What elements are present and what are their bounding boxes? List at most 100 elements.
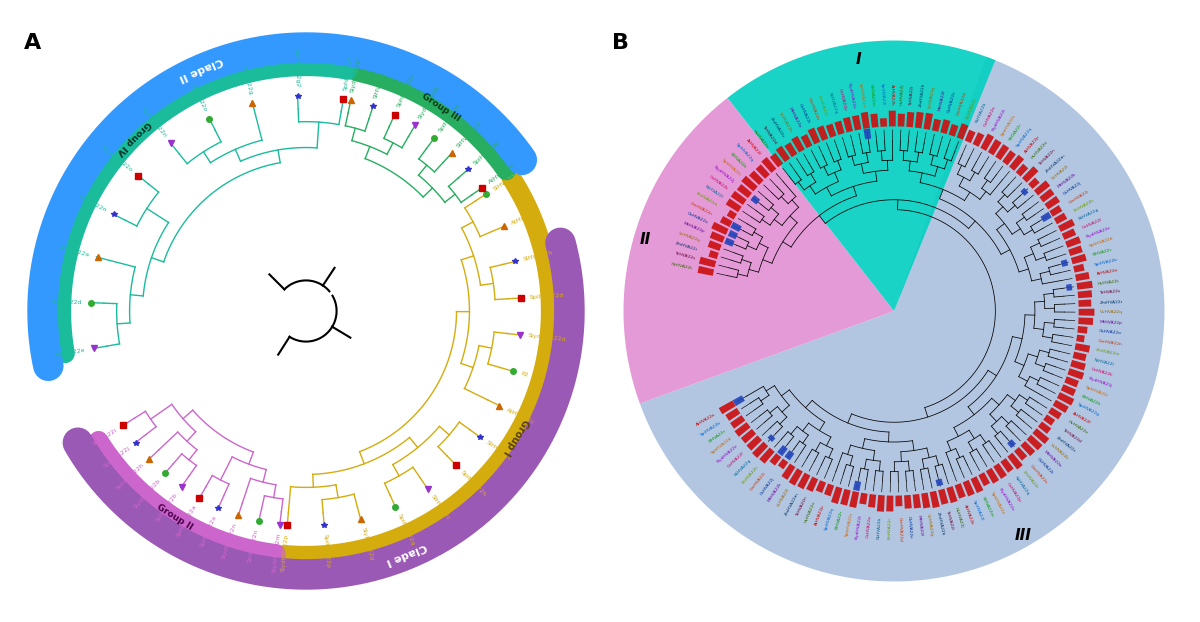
Text: MtHVA22f: MtHVA22f bbox=[938, 89, 947, 111]
Polygon shape bbox=[1014, 447, 1027, 461]
Text: AtHVA22h: AtHVA22h bbox=[510, 208, 541, 225]
Text: SlHVA22h: SlHVA22h bbox=[1080, 394, 1102, 407]
Text: VvHVA22q: VvHVA22q bbox=[678, 231, 701, 243]
Text: SpiHVA22n: SpiHVA22n bbox=[247, 529, 259, 563]
Text: SpiHVA22g: SpiHVA22g bbox=[396, 513, 415, 547]
Polygon shape bbox=[988, 139, 1002, 156]
Text: SphHVA22n: SphHVA22n bbox=[140, 107, 168, 139]
Text: NtHVA22b: NtHVA22b bbox=[974, 101, 986, 123]
Text: SlydHVA22e: SlydHVA22e bbox=[716, 443, 739, 464]
Text: SlHVA22r: SlHVA22r bbox=[835, 509, 844, 531]
Text: SlydHVA22e: SlydHVA22e bbox=[1085, 226, 1111, 239]
Polygon shape bbox=[1062, 228, 1076, 240]
Polygon shape bbox=[1066, 236, 1081, 248]
Polygon shape bbox=[842, 117, 853, 132]
Polygon shape bbox=[797, 473, 810, 490]
Polygon shape bbox=[880, 118, 887, 127]
Text: SlydHVA22f: SlydHVA22f bbox=[350, 57, 362, 93]
Text: OsHVA22o: OsHVA22o bbox=[686, 211, 709, 225]
Text: SlydHVA22n: SlydHVA22n bbox=[221, 522, 238, 560]
Text: SpiHVA22p: SpiHVA22p bbox=[323, 534, 330, 569]
Polygon shape bbox=[1020, 441, 1036, 456]
Polygon shape bbox=[624, 98, 894, 404]
Polygon shape bbox=[1002, 151, 1016, 165]
Text: SphHVA22s: SphHVA22s bbox=[845, 512, 853, 537]
Text: SlHVA22b: SlHVA22b bbox=[492, 170, 521, 192]
Text: AtHVA22p: AtHVA22p bbox=[1024, 134, 1040, 154]
Polygon shape bbox=[708, 250, 719, 259]
Text: SphHVA22s: SphHVA22s bbox=[1000, 113, 1016, 137]
Text: GmHVA22d: GmHVA22d bbox=[898, 517, 902, 542]
Polygon shape bbox=[1007, 439, 1016, 448]
Polygon shape bbox=[859, 493, 868, 504]
Polygon shape bbox=[1040, 211, 1052, 222]
Polygon shape bbox=[785, 142, 797, 157]
Text: SlHVA22m: SlHVA22m bbox=[869, 83, 875, 106]
Polygon shape bbox=[760, 448, 775, 463]
Polygon shape bbox=[850, 491, 859, 508]
Text: SlydHVA22b: SlydHVA22b bbox=[132, 478, 161, 510]
Polygon shape bbox=[826, 124, 836, 137]
Text: SlHVA22c: SlHVA22c bbox=[1092, 248, 1112, 258]
Polygon shape bbox=[727, 230, 738, 239]
Text: SlHVA22h: SlHVA22h bbox=[523, 250, 553, 262]
Text: SpiHVA22b: SpiHVA22b bbox=[1094, 258, 1118, 267]
Text: AtHVA22p: AtHVA22p bbox=[815, 504, 826, 526]
Text: SlydHVA22t: SlydHVA22t bbox=[991, 108, 1008, 132]
Text: SIHVA22c: SIHVA22c bbox=[486, 440, 512, 462]
Text: B: B bbox=[612, 34, 629, 53]
Polygon shape bbox=[737, 184, 752, 198]
Polygon shape bbox=[719, 401, 736, 414]
Text: CaHVA22k: CaHVA22k bbox=[708, 175, 728, 192]
Polygon shape bbox=[840, 489, 851, 506]
Polygon shape bbox=[922, 493, 930, 508]
Text: BnHVA22h: BnHVA22h bbox=[742, 464, 760, 484]
Polygon shape bbox=[978, 472, 990, 486]
Text: OsHVA22t: OsHVA22t bbox=[1036, 457, 1055, 476]
Polygon shape bbox=[868, 494, 876, 508]
Text: CaHVA22k: CaHVA22k bbox=[1091, 367, 1114, 378]
Text: HvHVA22j: HvHVA22j bbox=[900, 84, 905, 105]
Text: TaHVA22d: TaHVA22d bbox=[761, 124, 776, 144]
Text: Clade II: Clade II bbox=[178, 55, 224, 83]
Polygon shape bbox=[788, 468, 803, 486]
Text: VvHVA22l: VvHVA22l bbox=[776, 487, 791, 508]
Polygon shape bbox=[1054, 213, 1067, 225]
Text: SphHVA22k: SphHVA22k bbox=[396, 73, 415, 108]
Text: MtHVA22f: MtHVA22f bbox=[917, 515, 923, 537]
Text: TaHVA22n: TaHVA22n bbox=[796, 496, 808, 518]
Text: GmHVA22i: GmHVA22i bbox=[750, 470, 767, 491]
Polygon shape bbox=[791, 136, 805, 152]
Polygon shape bbox=[775, 146, 790, 162]
Text: SphHVA22n: SphHVA22n bbox=[990, 491, 1006, 516]
Polygon shape bbox=[986, 468, 1000, 484]
Polygon shape bbox=[742, 176, 757, 192]
Polygon shape bbox=[1078, 317, 1093, 325]
Polygon shape bbox=[980, 134, 994, 151]
Polygon shape bbox=[1073, 264, 1085, 272]
Text: P2: P2 bbox=[520, 371, 528, 378]
Polygon shape bbox=[781, 463, 796, 480]
Text: SlHVA22h: SlHVA22h bbox=[730, 152, 748, 169]
Polygon shape bbox=[746, 435, 762, 450]
Text: HvHVA22t: HvHVA22t bbox=[1098, 279, 1120, 285]
Polygon shape bbox=[965, 129, 976, 143]
Text: VvHVA22b: VvHVA22b bbox=[779, 112, 793, 134]
Text: NtHVA22q: NtHVA22q bbox=[827, 91, 838, 114]
Text: AtHVA22f: AtHVA22f bbox=[1072, 411, 1092, 425]
Text: NtHVA22b: NtHVA22b bbox=[876, 516, 882, 539]
Polygon shape bbox=[749, 170, 763, 185]
Polygon shape bbox=[769, 453, 781, 466]
Text: SpiHVA22a: SpiHVA22a bbox=[199, 514, 217, 547]
Polygon shape bbox=[1064, 376, 1079, 388]
Text: SlHVA22l: SlHVA22l bbox=[373, 71, 386, 100]
Polygon shape bbox=[1009, 155, 1024, 171]
Text: CaHVA22p: CaHVA22p bbox=[838, 88, 847, 112]
Text: ZmHVA22h: ZmHVA22h bbox=[919, 83, 926, 107]
Text: SlHVA22c2: SlHVA22c2 bbox=[456, 120, 482, 149]
Text: SpiHVA22j: SpiHVA22j bbox=[102, 445, 131, 469]
Text: OsHVA22t: OsHVA22t bbox=[798, 103, 810, 124]
Polygon shape bbox=[816, 480, 826, 493]
Polygon shape bbox=[1001, 458, 1014, 473]
Text: II: II bbox=[640, 232, 650, 247]
